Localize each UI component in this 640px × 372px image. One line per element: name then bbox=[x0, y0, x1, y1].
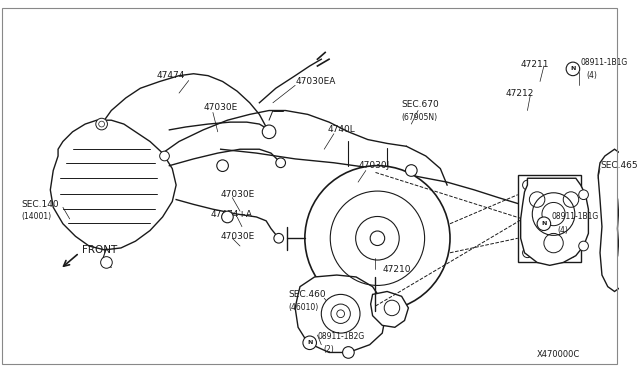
Text: (4): (4) bbox=[586, 71, 597, 80]
Text: 47211: 47211 bbox=[521, 60, 549, 68]
Text: 47474: 47474 bbox=[157, 71, 185, 80]
Text: 47030E: 47030E bbox=[221, 190, 255, 199]
Text: X470000C: X470000C bbox=[537, 350, 580, 359]
Circle shape bbox=[303, 336, 316, 350]
Circle shape bbox=[100, 257, 112, 268]
Polygon shape bbox=[371, 292, 408, 327]
Circle shape bbox=[217, 160, 228, 171]
Circle shape bbox=[406, 165, 417, 176]
Circle shape bbox=[370, 231, 385, 246]
Text: 47030E: 47030E bbox=[204, 103, 237, 112]
Circle shape bbox=[537, 217, 550, 231]
Circle shape bbox=[305, 166, 450, 311]
Circle shape bbox=[337, 310, 344, 318]
Text: N: N bbox=[307, 340, 312, 345]
Circle shape bbox=[342, 347, 354, 358]
Circle shape bbox=[274, 233, 284, 243]
Circle shape bbox=[566, 62, 580, 76]
Text: N: N bbox=[570, 66, 575, 71]
Circle shape bbox=[276, 158, 285, 168]
Circle shape bbox=[96, 118, 108, 130]
Text: 47030J: 47030J bbox=[358, 161, 389, 170]
Circle shape bbox=[321, 294, 360, 333]
Circle shape bbox=[566, 180, 576, 190]
Text: 4740L: 4740L bbox=[327, 125, 355, 134]
Text: (2): (2) bbox=[323, 345, 334, 354]
Text: SEC.140: SEC.140 bbox=[21, 200, 59, 209]
Text: SEC.465: SEC.465 bbox=[600, 161, 637, 170]
Text: SEC.460: SEC.460 bbox=[289, 290, 326, 299]
Text: 47212: 47212 bbox=[505, 89, 534, 97]
Text: (67905N): (67905N) bbox=[402, 113, 438, 122]
Text: N: N bbox=[541, 221, 547, 226]
Text: 08911-1B1G: 08911-1B1G bbox=[552, 212, 599, 221]
Circle shape bbox=[579, 241, 588, 251]
Text: 47030E: 47030E bbox=[221, 232, 255, 241]
Text: 47210: 47210 bbox=[382, 265, 411, 274]
Polygon shape bbox=[295, 275, 385, 352]
Circle shape bbox=[523, 248, 532, 258]
Text: SEC.670: SEC.670 bbox=[402, 100, 440, 109]
Text: FRONT: FRONT bbox=[83, 245, 118, 255]
Polygon shape bbox=[521, 178, 588, 265]
Circle shape bbox=[579, 190, 588, 199]
Text: 08911-1B2G: 08911-1B2G bbox=[317, 333, 365, 341]
Text: (4): (4) bbox=[557, 226, 568, 235]
Circle shape bbox=[566, 248, 576, 258]
Text: (14001): (14001) bbox=[21, 212, 51, 221]
Polygon shape bbox=[518, 175, 580, 263]
Text: 47474+A: 47474+A bbox=[211, 209, 253, 219]
Circle shape bbox=[221, 211, 233, 223]
Circle shape bbox=[160, 151, 170, 161]
Circle shape bbox=[523, 180, 532, 190]
Circle shape bbox=[262, 125, 276, 139]
Text: 47030EA: 47030EA bbox=[295, 77, 335, 86]
Polygon shape bbox=[51, 120, 176, 250]
Polygon shape bbox=[598, 149, 624, 292]
Text: (46010): (46010) bbox=[289, 304, 319, 312]
Text: 08911-1B1G: 08911-1B1G bbox=[580, 58, 628, 67]
